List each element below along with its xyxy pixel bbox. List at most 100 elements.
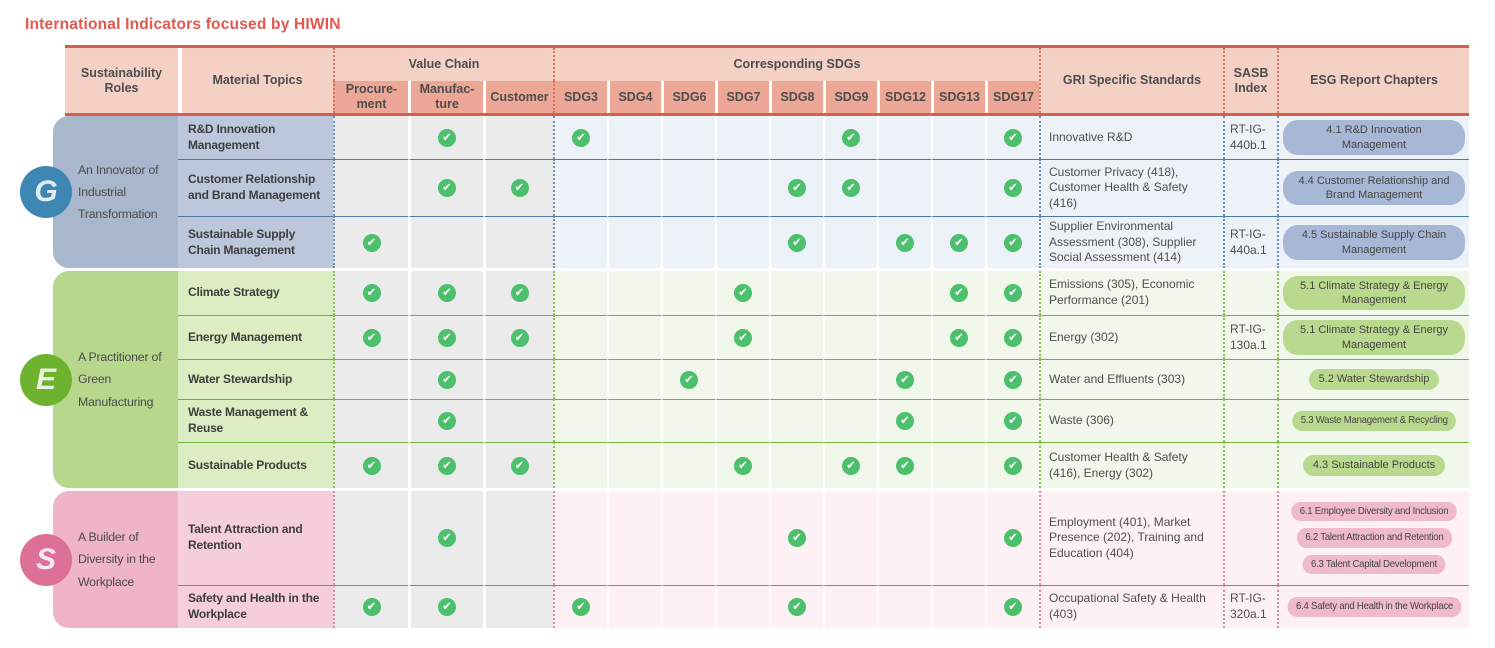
material-topic-cell: Customer Relationship and Brand Manageme…: [178, 159, 333, 216]
sdg-cell: [661, 491, 715, 585]
value-chain-cell: ✔: [333, 585, 408, 628]
sdg-cell: ✔: [553, 585, 607, 628]
col-header-sdg7: SDG7: [715, 81, 769, 113]
sdg-cell: [823, 399, 877, 442]
check-icon: ✔: [572, 598, 590, 616]
sdg-cell: [823, 585, 877, 628]
check-icon: ✔: [1004, 233, 1022, 252]
material-topic-cell: Climate Strategy: [178, 271, 333, 315]
sdg-cell: [553, 399, 607, 442]
esg-cell: 6.4 Safety and Health in the Workplace: [1277, 585, 1469, 628]
esg-chapter-pill: 5.3 Waste Management & Recycling: [1292, 411, 1456, 431]
col-header-manufacture: Manufac- ture: [408, 81, 483, 113]
check-icon: ✔: [896, 456, 914, 475]
role-panel: [53, 491, 178, 628]
sdg-cell: ✔: [931, 315, 985, 359]
col-header-customer: Customer: [483, 81, 553, 113]
col-header-procurement: Procure- ment: [333, 81, 408, 113]
esg-cell: 5.3 Waste Management & Recycling: [1277, 399, 1469, 442]
sdg-cell: [607, 315, 661, 359]
sdg-cell: [553, 216, 607, 268]
check-icon: ✔: [896, 412, 914, 430]
value-chain-cell: ✔: [333, 315, 408, 359]
value-chain-cell: [333, 359, 408, 399]
sdg-cell: ✔: [769, 159, 823, 216]
check-icon: ✔: [1004, 598, 1022, 616]
col-header-gri: GRI Specific Standards: [1039, 48, 1223, 113]
sasb-cell: [1223, 271, 1277, 315]
sdg-cell: [931, 116, 985, 159]
sdg-cell: [877, 271, 931, 315]
esg-chapter-pill: 6.3 Talent Capital Development: [1302, 554, 1446, 574]
esg-cell: 5.1 Climate Strategy & Energy Management: [1277, 315, 1469, 359]
group-G: G An Innovator of Industrial Transformati…: [20, 116, 1469, 268]
check-icon: ✔: [680, 370, 698, 389]
check-icon: ✔: [572, 128, 590, 147]
sdg-cell: ✔: [823, 442, 877, 488]
sdg-cell: [931, 585, 985, 628]
material-topic-cell: Water Stewardship: [178, 359, 333, 399]
sdg-cell: [715, 399, 769, 442]
gri-cell: Waste (306): [1039, 399, 1223, 442]
check-icon: ✔: [438, 284, 456, 302]
check-icon: ✔: [362, 328, 381, 347]
role-badge-E: E: [20, 353, 72, 406]
esg-chapter-pill: 6.4 Safety and Health in the Workplace: [1287, 597, 1461, 617]
esg-chapter-pill: 4.3 Sustainable Products: [1302, 455, 1446, 476]
check-icon: ✔: [1004, 179, 1022, 197]
sdg-cell: [931, 399, 985, 442]
check-icon: ✔: [842, 179, 860, 197]
value-chain-cell: ✔: [408, 271, 483, 315]
value-chain-cell: ✔: [333, 216, 408, 268]
value-chain-cell: ✔: [408, 442, 483, 488]
value-chain-cell: ✔: [483, 442, 553, 488]
check-icon: ✔: [734, 284, 752, 302]
role-cell: G An Innovator of Industrial Transformati…: [20, 116, 178, 268]
sdg-cell: [553, 159, 607, 216]
sdg-cell: [877, 491, 931, 585]
sdg-cell: [715, 585, 769, 628]
table-header: Sustainability Roles Material Topics Val…: [65, 45, 1469, 116]
check-icon: ✔: [362, 233, 381, 252]
material-topic-cell: Talent Attraction and Retention: [178, 491, 333, 585]
sdg-cell: [715, 359, 769, 399]
sdg-cell: [769, 399, 823, 442]
esg-cell: 5.1 Climate Strategy & Energy Management: [1277, 271, 1469, 315]
sdg-cell: ✔: [985, 116, 1039, 159]
check-icon: ✔: [438, 370, 456, 389]
sdg-cell: [553, 271, 607, 315]
sasb-cell: [1223, 399, 1277, 442]
check-icon: ✔: [438, 128, 456, 147]
role-label: An Innovator of Industrial Transformatio…: [78, 162, 159, 222]
col-header-material-topics: Material Topics: [178, 48, 333, 113]
check-icon: ✔: [1004, 128, 1022, 147]
value-chain-cell: ✔: [408, 159, 483, 216]
sdg-cell: [661, 399, 715, 442]
value-chain-cell: ✔: [483, 315, 553, 359]
sdg-cell: [715, 116, 769, 159]
gri-cell: Water and Effluents (303): [1039, 359, 1223, 399]
sdg-cell: ✔: [985, 271, 1039, 315]
indicators-table: Sustainability Roles Material Topics Val…: [20, 45, 1469, 628]
esg-chapter-pill: 6.2 Talent Attraction and Retention: [1296, 528, 1452, 548]
col-header-value-chain: Value Chain: [333, 48, 553, 81]
col-header-sdg12: SDG12: [877, 81, 931, 113]
sdg-cell: [931, 159, 985, 216]
page: International Indicators focused by HIWI…: [0, 16, 1495, 628]
sdg-cell: [769, 271, 823, 315]
check-icon: ✔: [1004, 529, 1022, 547]
sdg-cell: ✔: [877, 359, 931, 399]
gri-cell: Emissions (305), Economic Performance (2…: [1039, 271, 1223, 315]
check-icon: ✔: [950, 284, 968, 302]
value-chain-cell: ✔: [483, 271, 553, 315]
material-topic-cell: Sustainable Products: [178, 442, 333, 488]
sdg-cell: ✔: [985, 159, 1039, 216]
value-chain-cell: [333, 159, 408, 216]
sdg-cell: ✔: [931, 216, 985, 268]
value-chain-cell: [333, 399, 408, 442]
check-icon: ✔: [896, 233, 914, 252]
sdg-cell: [769, 442, 823, 488]
sdg-cell: [607, 159, 661, 216]
sdg-cell: ✔: [985, 442, 1039, 488]
